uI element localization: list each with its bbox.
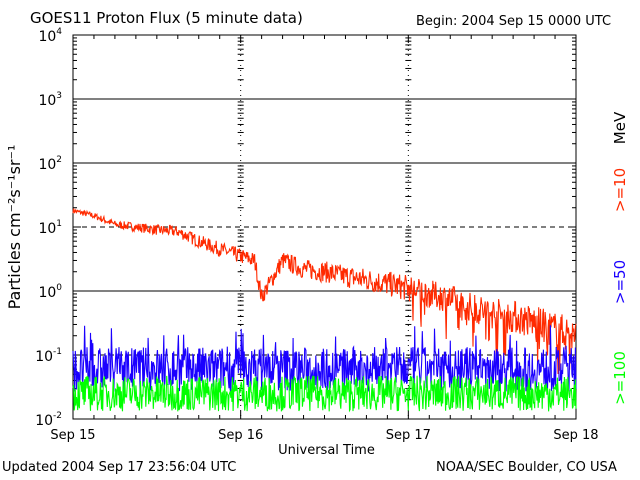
x-tick-label: Sep 18 [553,428,598,443]
chart-title: GOES11 Proton Flux (5 minute data) [30,9,303,27]
y-tick-label: 102 [38,155,62,173]
series-line-ge10 [72,208,577,375]
y-axis-label: Particles cm⁻²s⁻¹sr⁻¹ [5,145,24,310]
x-axis-label: Universal Time [278,443,375,458]
begin-time: Begin: 2004 Sep 15 0000 UTC [416,14,612,29]
series-line-ge50 [72,325,577,393]
legend-entry: >=50 [611,260,629,304]
series-line-ge100 [72,375,577,413]
y-tick-label: 103 [38,91,62,109]
y-tick-label: 101 [38,219,62,237]
updated-time: Updated 2004 Sep 17 23:56:04 UTC [2,460,237,475]
energy-unit-label: MeV [611,111,629,144]
x-tick-label: Sep 15 [50,428,95,443]
y-tick-label: 100 [38,283,62,301]
x-tick-label: Sep 16 [218,428,263,443]
y-tick-label: 10-2 [35,411,62,429]
credit-text: NOAA/SEC Boulder, CO USA [436,460,617,475]
legend-entry: >=100 [611,351,629,405]
legend-entry: >=10 [611,168,629,212]
y-tick-label: 10-1 [35,347,62,365]
y-tick-label: 104 [38,27,62,45]
x-tick-label: Sep 17 [386,428,431,443]
